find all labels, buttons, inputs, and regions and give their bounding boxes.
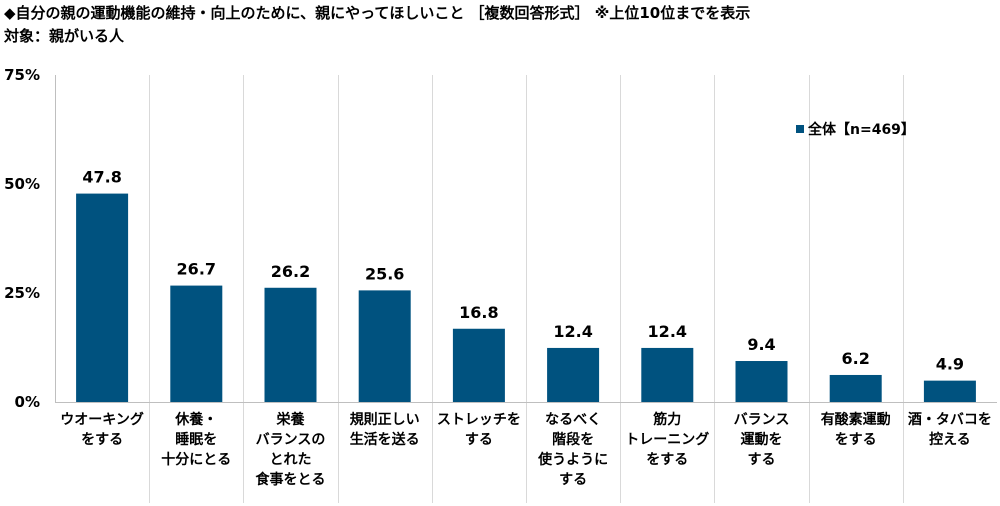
chart-title: ◆自分の親の運動機能の維持・向上のために、親にやってほしいこと ［複数回答形式］… bbox=[4, 4, 751, 22]
category-label-line: 使うように bbox=[537, 451, 608, 468]
category-label-line: ウオーキング bbox=[60, 411, 144, 428]
data-label: 6.2 bbox=[842, 349, 870, 368]
category-label: ストレッチをする bbox=[437, 412, 521, 448]
category-label-line: 食事をとる bbox=[256, 471, 326, 488]
category-label-line: 休養・ bbox=[174, 411, 217, 428]
data-label: 4.9 bbox=[936, 355, 964, 374]
category-label-line: とれた bbox=[270, 452, 312, 468]
legend-label: 全体【n=469】 bbox=[807, 121, 915, 138]
data-label: 12.4 bbox=[553, 322, 592, 341]
chart-subtitle: 対象：親がいる人 bbox=[4, 27, 125, 45]
y-tick-label: 50% bbox=[4, 175, 40, 193]
category-label: ウオーキングをする bbox=[60, 411, 144, 448]
category-label: 筋力トレーニングをする bbox=[625, 411, 709, 468]
legend-swatch bbox=[796, 125, 804, 133]
data-label: 12.4 bbox=[648, 322, 687, 341]
category-label: なるべく階段を使うようにする bbox=[537, 412, 608, 488]
bar bbox=[829, 374, 882, 402]
bar bbox=[735, 361, 788, 402]
bar bbox=[547, 347, 600, 402]
category-label-line: バランスの bbox=[256, 432, 326, 448]
bar bbox=[264, 287, 317, 402]
category-label-line: をする bbox=[81, 432, 123, 448]
data-label: 26.7 bbox=[177, 260, 216, 279]
data-label: 26.2 bbox=[271, 262, 310, 281]
category-label-line: トレーニング bbox=[625, 431, 709, 448]
category-label: バランス運動をする bbox=[734, 412, 790, 468]
category-label-line: 生活を送る bbox=[350, 431, 420, 448]
category-label-line: 栄養 bbox=[276, 411, 305, 428]
data-label: 25.6 bbox=[365, 264, 404, 283]
category-label-line: をする bbox=[646, 452, 688, 468]
category-label-line: なるべく bbox=[545, 412, 601, 428]
bar bbox=[641, 347, 694, 402]
bar bbox=[923, 380, 976, 402]
category-label-line: ストレッチを bbox=[437, 412, 521, 428]
category-label-line: 有酸素運動 bbox=[821, 411, 891, 428]
category-label: 栄養バランスのとれた食事をとる bbox=[256, 411, 326, 488]
category-label-line: 筋力 bbox=[653, 411, 681, 428]
category-label-line: 酒・タバコを bbox=[908, 412, 992, 428]
category-label-line: 控える bbox=[929, 431, 971, 448]
y-tick-label: 75% bbox=[4, 66, 40, 84]
category-label: 規則正しい生活を送る bbox=[350, 412, 420, 448]
y-tick-label: 0% bbox=[15, 393, 40, 411]
category-label-line: する bbox=[748, 452, 776, 468]
category-label-line: 階段を bbox=[552, 431, 594, 448]
category-label-line: 規則正しい bbox=[350, 412, 420, 428]
category-label-line: する bbox=[465, 432, 493, 448]
bar bbox=[452, 328, 505, 402]
category-label: 有酸素運動をする bbox=[821, 411, 891, 448]
data-label: 9.4 bbox=[747, 335, 775, 354]
y-tick-label: 25% bbox=[4, 284, 40, 302]
bar bbox=[170, 285, 223, 402]
category-label-line: バランス bbox=[734, 412, 790, 428]
category-label: 休養・睡眠を十分にとる bbox=[161, 411, 231, 468]
data-label: 16.8 bbox=[459, 303, 498, 322]
category-label-line: をする bbox=[835, 432, 877, 448]
category-label-line: する bbox=[559, 472, 587, 488]
category-label-line: 十分にとる bbox=[161, 451, 231, 468]
bar bbox=[358, 290, 411, 402]
category-label-line: 運動を bbox=[741, 431, 783, 448]
category-label-line: 睡眠を bbox=[175, 432, 217, 448]
category-label: 酒・タバコを控える bbox=[908, 412, 992, 448]
data-label: 47.8 bbox=[82, 168, 121, 187]
bar bbox=[76, 193, 129, 402]
